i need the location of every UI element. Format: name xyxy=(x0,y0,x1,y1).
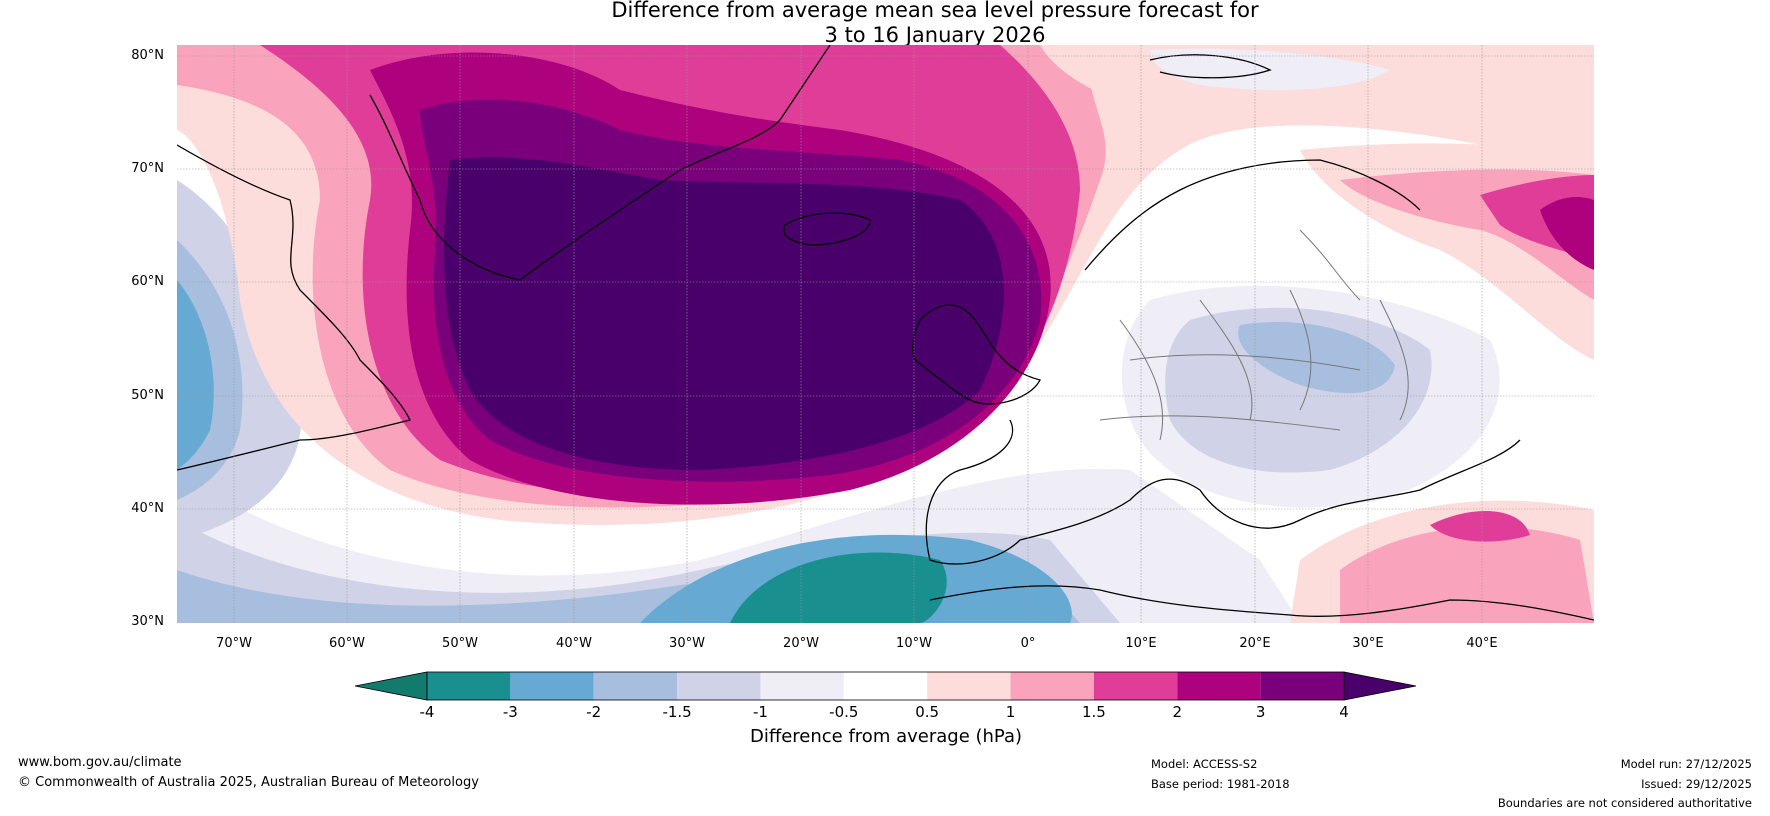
lat-label-80n: 80°N xyxy=(131,48,164,63)
colorbar-tick-label: -3 xyxy=(502,703,518,721)
country-borders xyxy=(1099,229,1409,441)
negative-anomaly-core-2 xyxy=(730,552,947,623)
colorbar-under-extension xyxy=(354,671,428,701)
southeast-positive-2 xyxy=(1340,526,1594,623)
colorbar-tick-label: -0.5 xyxy=(829,703,859,721)
colorbar-segment xyxy=(1093,672,1178,700)
colorbar-segment xyxy=(927,672,1011,700)
lon-label-0: 0° xyxy=(1020,636,1036,651)
colorbar-segment xyxy=(1177,672,1261,700)
lon-label-20w: 20°W xyxy=(783,636,819,651)
europe-negative-region-3 xyxy=(1238,321,1395,394)
coastlines xyxy=(177,45,1594,621)
british-isles-coast xyxy=(912,304,1041,405)
lon-label-20e: 20°E xyxy=(1239,636,1271,651)
lon-label-40e: 40°E xyxy=(1466,636,1498,651)
chart-title: Difference from average mean sea level p… xyxy=(0,0,1770,48)
lat-label-60n: 60°N xyxy=(131,274,164,289)
footer-model: Model: ACCESS-S2 xyxy=(1151,757,1258,771)
title-line-2: 3 to 16 January 2026 xyxy=(824,23,1046,47)
colorbar-tick-label: -1 xyxy=(752,703,768,721)
colorbar-tick-label: 3 xyxy=(1255,703,1266,721)
graticule xyxy=(177,45,1594,623)
title-line-1: Difference from average mean sea level p… xyxy=(611,0,1259,22)
lon-label-50w: 50°W xyxy=(442,636,478,651)
lon-label-60w: 60°W xyxy=(329,636,365,651)
southeast-positive-3 xyxy=(1430,511,1530,542)
lon-label-30e: 30°E xyxy=(1352,636,1384,651)
lat-label-40n: 40°N xyxy=(131,501,164,516)
colorbar-tick-label: 2 xyxy=(1172,703,1183,721)
norway-coast xyxy=(1084,159,1421,271)
colorbar-outline xyxy=(426,671,1345,701)
canada-coast xyxy=(177,144,411,471)
colorbar-segment xyxy=(760,672,844,700)
lon-label-30w: 30°W xyxy=(669,636,705,651)
lon-label-10w: 10°W xyxy=(896,636,932,651)
europe-coast xyxy=(925,419,1521,565)
colorbar-label: Difference from average (hPa) xyxy=(749,726,1023,747)
colorbar-tick-label: 1 xyxy=(1005,703,1016,721)
west-negative-region-3 xyxy=(177,280,214,470)
lat-label-30n: 30°N xyxy=(131,614,164,629)
lon-label-40w: 40°W xyxy=(556,636,592,651)
africa-coast xyxy=(929,585,1594,621)
lon-label-70w: 70°W xyxy=(216,636,252,651)
colorbar-tick-label: -4 xyxy=(419,703,435,721)
footer-copyright: © Commonwealth of Australia 2025, Austra… xyxy=(18,775,479,790)
colorbar-segment xyxy=(593,672,678,700)
colorbar-segment xyxy=(1010,672,1094,700)
footer-url: www.bom.gov.au/climate xyxy=(18,755,182,770)
lat-label-50n: 50°N xyxy=(131,388,164,403)
lat-label-70n: 70°N xyxy=(131,161,164,176)
colorbar-segment xyxy=(427,672,511,700)
colorbar-segment xyxy=(843,672,928,700)
colorbar-over-extension xyxy=(1343,671,1417,701)
iceland-coast xyxy=(783,212,871,246)
colorbar-segment xyxy=(677,672,761,700)
greenland-coast xyxy=(369,45,831,281)
east-positive-4 xyxy=(1540,197,1594,270)
colorbar-tick-label: 0.5 xyxy=(915,703,940,721)
footer-issued: Issued: 29/12/2025 xyxy=(1641,777,1752,791)
arctic-islands-coast xyxy=(1149,54,1272,79)
colorbar-segment xyxy=(1260,672,1344,700)
footer-base-period: Base period: 1981-2018 xyxy=(1151,777,1290,791)
lon-label-10e: 10°E xyxy=(1125,636,1157,651)
colorbar-tick-label: -1.5 xyxy=(662,703,692,721)
colorbar-tick-label: 4 xyxy=(1339,703,1349,721)
colorbar-tick-label: 1.5 xyxy=(1081,703,1106,721)
colorbar-segment xyxy=(510,672,594,700)
footer-disclaimer: Boundaries are not considered authoritat… xyxy=(1497,796,1752,810)
footer-model-run: Model run: 27/12/2025 xyxy=(1620,757,1752,771)
colorbar-tick-label: -2 xyxy=(586,703,602,721)
